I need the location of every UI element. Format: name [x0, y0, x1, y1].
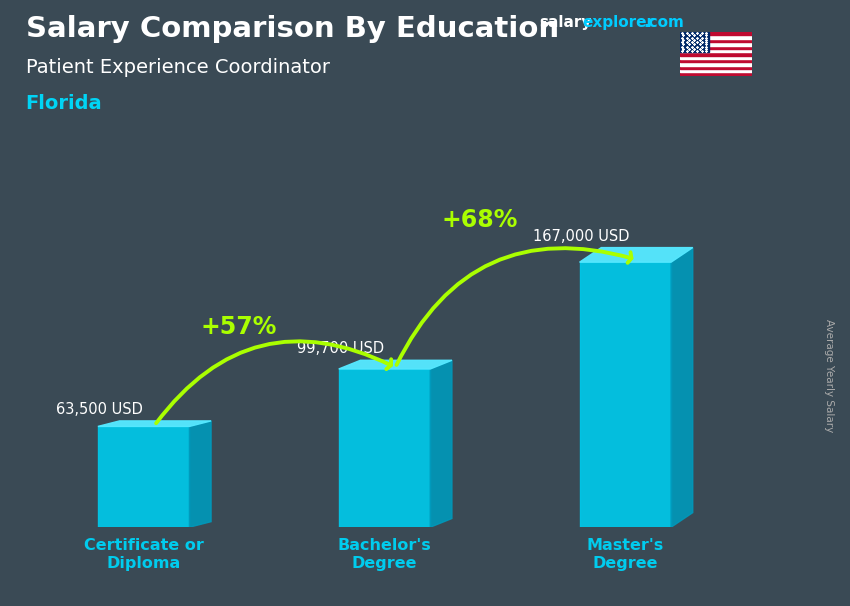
Bar: [680, 32, 709, 52]
Bar: [680, 59, 752, 62]
Polygon shape: [98, 421, 211, 427]
FancyArrowPatch shape: [397, 248, 632, 365]
Text: +68%: +68%: [441, 207, 518, 231]
Bar: [680, 65, 752, 69]
Text: Average Yearly Salary: Average Yearly Salary: [824, 319, 834, 432]
Text: explorer: explorer: [582, 15, 654, 30]
Text: Florida: Florida: [26, 94, 102, 113]
Bar: [680, 69, 752, 72]
Polygon shape: [580, 262, 671, 527]
Bar: [680, 72, 752, 76]
Bar: [680, 49, 752, 52]
Text: 99,700 USD: 99,700 USD: [297, 341, 384, 356]
Bar: [680, 45, 752, 49]
Bar: [680, 36, 752, 39]
Bar: [680, 39, 752, 42]
Text: .com: .com: [643, 15, 684, 30]
FancyArrowPatch shape: [156, 341, 391, 423]
Polygon shape: [430, 361, 452, 527]
Text: Salary Comparison By Education: Salary Comparison By Education: [26, 15, 558, 43]
Text: 63,500 USD: 63,500 USD: [56, 402, 143, 417]
Polygon shape: [338, 361, 452, 369]
Text: +57%: +57%: [201, 315, 277, 339]
Bar: [680, 52, 752, 56]
Polygon shape: [98, 427, 190, 527]
Bar: [680, 42, 752, 45]
Text: salary: salary: [540, 15, 592, 30]
Polygon shape: [671, 248, 693, 527]
Text: 167,000 USD: 167,000 USD: [533, 228, 630, 244]
Bar: [680, 32, 752, 36]
Polygon shape: [338, 369, 430, 527]
Polygon shape: [580, 248, 693, 262]
Bar: [680, 56, 752, 59]
Polygon shape: [190, 421, 211, 527]
Bar: [680, 62, 752, 65]
Text: Patient Experience Coordinator: Patient Experience Coordinator: [26, 58, 330, 76]
